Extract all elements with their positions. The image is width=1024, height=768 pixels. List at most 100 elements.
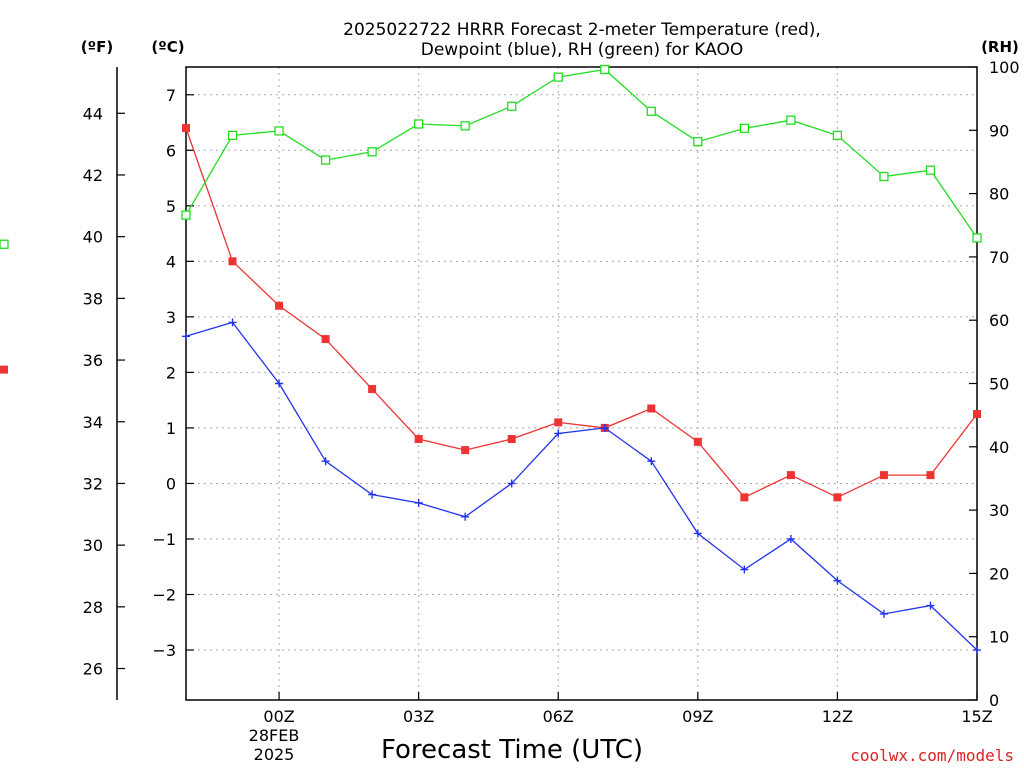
dewpoint-point — [740, 565, 749, 574]
dewpoint-point — [461, 512, 470, 521]
celsius-tick-label: 6 — [166, 141, 176, 160]
time-tick-label: 06Z — [543, 707, 574, 726]
time-axis: 00Z 03Z 06Z 09Z 12Z 15Z — [263, 692, 993, 726]
dewpoint-point — [554, 429, 563, 438]
temperature-point — [461, 446, 470, 455]
fahrenheit-tick-label: 26 — [83, 660, 103, 679]
rh-point — [0, 239, 9, 249]
temperature-point — [228, 257, 237, 266]
temperature-line — [185, 127, 978, 499]
temperature-point — [368, 385, 377, 394]
rh-tick-label: 30 — [989, 501, 1009, 520]
dewpoint-point — [973, 646, 981, 655]
rh-tick-label: 70 — [989, 248, 1009, 267]
chart-title-line2: Dewpoint (blue), RH (green) for KAOO — [421, 40, 744, 60]
rh-tick-label: 10 — [989, 628, 1009, 647]
rh-tick-label: 40 — [989, 438, 1009, 457]
fahrenheit-tick-label: 30 — [83, 536, 103, 555]
rh-point — [925, 165, 936, 175]
rh-tick-label: 80 — [989, 185, 1009, 204]
rh-point — [460, 121, 470, 131]
temperature-point — [0, 365, 8, 374]
celsius-tick-label: 0 — [166, 474, 176, 493]
temperature-point — [321, 335, 330, 344]
temperature-point — [554, 418, 563, 427]
temperature-point — [647, 404, 656, 413]
rh-tick-label: 60 — [989, 311, 1009, 330]
dewpoint-point — [693, 529, 702, 538]
rh-tick-label: 0 — [989, 691, 999, 710]
time-tick-label: 12Z — [822, 707, 853, 726]
fahrenheit-tick-label: 32 — [83, 474, 103, 493]
time-tick-label: 15Z — [961, 707, 992, 726]
celsius-tick-label: −1 — [152, 530, 176, 549]
credit-text: coolwx.com/models — [850, 746, 1014, 765]
fahrenheit-tick-label: 44 — [83, 104, 103, 123]
celsius-unit-label: (ºC) — [151, 38, 184, 56]
dewpoint-point — [507, 479, 516, 488]
fahrenheit-unit-label: (ºF) — [81, 38, 113, 56]
fahrenheit-axis: 44 42 40 38 36 34 32 30 28 26 — [83, 104, 125, 679]
date-label-day: 28FEB — [249, 726, 300, 745]
rh-point — [972, 233, 982, 243]
fahrenheit-tick-label: 36 — [83, 351, 103, 370]
rh-point — [879, 171, 889, 182]
fahrenheit-tick-label: 42 — [83, 166, 103, 185]
rh-point — [646, 106, 656, 116]
rh-point — [367, 147, 377, 157]
rh-tick-label: 50 — [989, 375, 1009, 394]
temperature-point — [879, 471, 888, 480]
rh-point — [739, 123, 750, 134]
rh-point — [413, 119, 424, 129]
temperature-point — [182, 124, 190, 133]
celsius-tick-label: 2 — [166, 363, 176, 382]
dewpoint-point — [926, 601, 935, 610]
rh-point — [832, 130, 843, 141]
celsius-tick-label: −3 — [152, 641, 176, 660]
rh-line — [185, 68, 978, 239]
temperature-point — [786, 471, 795, 480]
dewpoint-point — [414, 498, 423, 507]
fahrenheit-tick-label: 34 — [83, 413, 103, 432]
celsius-tick-label: 7 — [166, 86, 176, 105]
time-tick-label: 09Z — [682, 707, 713, 726]
plot-frame — [185, 66, 978, 701]
temperature-point — [693, 437, 702, 446]
temperature-point — [740, 493, 749, 502]
temperature-point — [973, 410, 981, 419]
dewpoint-point — [879, 609, 888, 618]
dewpoint-point — [786, 534, 795, 543]
fahrenheit-tick-label: 38 — [83, 289, 103, 308]
series-layer — [0, 66, 982, 655]
rh-point — [507, 101, 517, 111]
rh-point — [786, 115, 796, 125]
dewpoint-point — [321, 457, 330, 466]
chart-title-line1: 2025022722 HRRR Forecast 2-meter Tempera… — [343, 20, 821, 40]
x-axis-label: Forecast Time (UTC) — [381, 735, 643, 765]
rh-point — [320, 155, 331, 165]
temperature-point — [275, 301, 284, 310]
rh-tick-label: 20 — [989, 564, 1009, 583]
celsius-axis: 7 6 5 4 3 2 1 0 −1 −2 −3 — [152, 86, 194, 660]
fahrenheit-tick-label: 28 — [83, 598, 103, 617]
temperature-point — [507, 435, 516, 444]
rh-point — [553, 72, 563, 82]
dewpoint-point — [228, 318, 237, 327]
temperature-point — [833, 493, 842, 502]
rh-point — [693, 137, 703, 147]
dewpoint-point — [368, 490, 377, 499]
fahrenheit-tick-label: 40 — [83, 228, 103, 247]
dewpoint-point — [275, 379, 284, 388]
celsius-tick-label: 1 — [166, 419, 176, 438]
rh-point — [274, 126, 284, 136]
dewpoint-point — [600, 423, 609, 432]
dewpoint-point — [833, 576, 842, 585]
temperature-point — [926, 471, 935, 480]
temperature-point — [414, 435, 423, 444]
dewpoint-point — [647, 457, 656, 466]
date-label-year: 2025 — [254, 745, 295, 764]
celsius-tick-label: 4 — [166, 252, 176, 271]
celsius-tick-label: 3 — [166, 308, 176, 327]
